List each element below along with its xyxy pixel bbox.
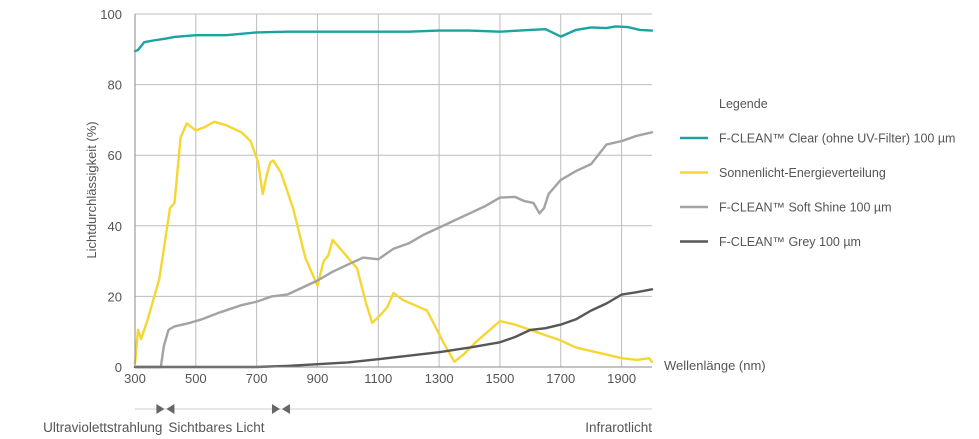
y-tick-label: 20: [108, 289, 122, 304]
x-tick-label: 300: [124, 371, 146, 386]
x-tick-label: 1700: [546, 371, 575, 386]
series-line-2: [133, 120, 654, 365]
x-tick-label: 700: [246, 371, 268, 386]
series-lines: [133, 25, 654, 369]
series-line-1: [133, 25, 654, 53]
spectrum-regions: Ultraviolettstrahlung Sichtbares Licht Inf…: [43, 404, 652, 435]
series-line-3: [133, 131, 654, 369]
x-tick-labels: 300 500 700 900 1100 1300 1500 1700 1900: [124, 371, 636, 386]
region-label: Infrarotlicht: [585, 420, 652, 435]
region-label: Sichtbares Licht: [168, 420, 264, 435]
y-tick-label: 80: [108, 78, 122, 93]
legend: Legende F-CLEAN™ Clear (ohne UV-Filter) …: [680, 97, 955, 249]
legend-label: Sonnenlicht-Energieverteilung: [719, 166, 886, 180]
region-marker: [271, 404, 280, 414]
region-marker: [281, 404, 290, 414]
legend-label: F-CLEAN™ Clear (ohne UV-Filter) 100 µm: [719, 132, 955, 146]
x-axis-label: Wellenlänge (nm): [664, 358, 766, 373]
axes: [134, 14, 652, 368]
series-line-4: [133, 288, 654, 369]
y-tick-label: 0: [115, 360, 122, 375]
legend-title: Legende: [719, 97, 768, 111]
region-marker: [156, 404, 165, 414]
y-tick-labels: 0 20 40 60 80 100: [100, 7, 122, 375]
legend-label: F-CLEAN™ Grey 100 µm: [719, 235, 861, 249]
x-tick-label: 1900: [607, 371, 636, 386]
x-tick-label: 900: [307, 371, 329, 386]
x-tick-label: 1500: [485, 371, 514, 386]
y-axis-label: Lichtdurchlässigkeit (%): [84, 121, 99, 258]
legend-label: F-CLEAN™ Soft Shine 100 µm: [719, 201, 892, 215]
region-marker: [166, 404, 175, 414]
x-tick-label: 1300: [425, 371, 454, 386]
grid-lines: [135, 13, 652, 367]
x-tick-label: 500: [185, 371, 207, 386]
x-tick-label: 1100: [364, 371, 392, 386]
y-tick-label: 100: [100, 7, 122, 22]
region-label: Ultraviolettstrahlung: [43, 420, 162, 435]
y-tick-label: 40: [108, 219, 122, 234]
y-tick-label: 60: [108, 148, 122, 163]
